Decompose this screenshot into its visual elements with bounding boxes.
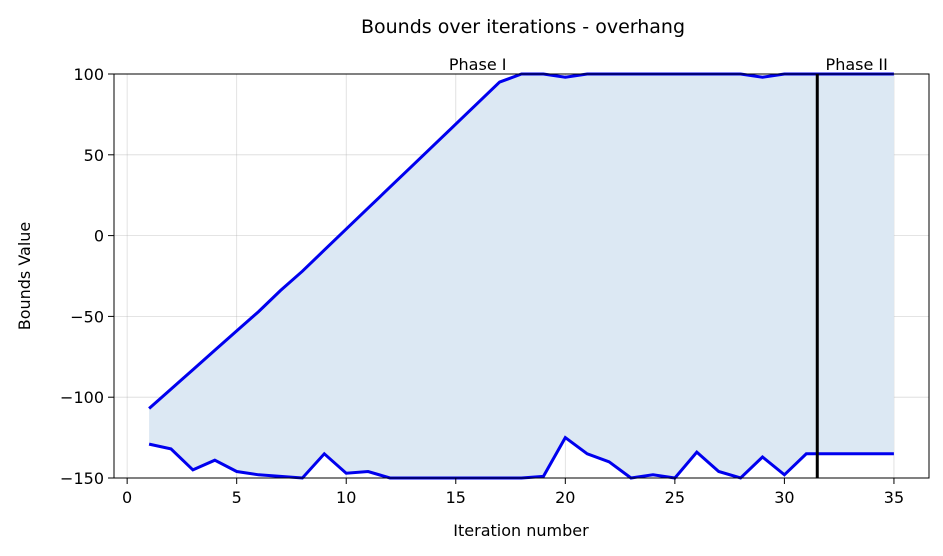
y-tick-label-0: −150 [60, 469, 104, 488]
x-tick-label-4: 20 [555, 488, 575, 507]
phase-annotations: Phase I Phase II [449, 55, 888, 74]
y-axis-ticks: −150 −100 −50 0 50 100 [60, 65, 114, 488]
y-tick-label-5: 100 [73, 65, 104, 84]
phase-annotation-0: Phase I [449, 55, 507, 74]
x-tick-label-3: 15 [446, 488, 466, 507]
chart-title: Bounds over iterations - overhang [361, 16, 685, 38]
y-tick-label-2: −50 [70, 307, 104, 326]
x-tick-label-6: 30 [774, 488, 794, 507]
y-tick-label-3: 0 [94, 227, 104, 246]
bounds-fill-area [149, 74, 894, 478]
x-axis-label: Iteration number [453, 521, 589, 540]
x-tick-label-0: 0 [122, 488, 132, 507]
phase-annotation-1: Phase II [826, 55, 888, 74]
y-tick-label-1: −100 [60, 388, 104, 407]
y-axis-label: Bounds Value [15, 222, 34, 331]
x-tick-label-5: 25 [665, 488, 685, 507]
x-tick-label-7: 35 [884, 488, 904, 507]
x-tick-label-2: 10 [336, 488, 356, 507]
x-axis-ticks: 0 5 10 15 20 25 30 35 [122, 478, 904, 507]
plot-frame [113, 73, 930, 479]
x-tick-label-1: 5 [232, 488, 242, 507]
y-tick-label-4: 50 [84, 146, 104, 165]
